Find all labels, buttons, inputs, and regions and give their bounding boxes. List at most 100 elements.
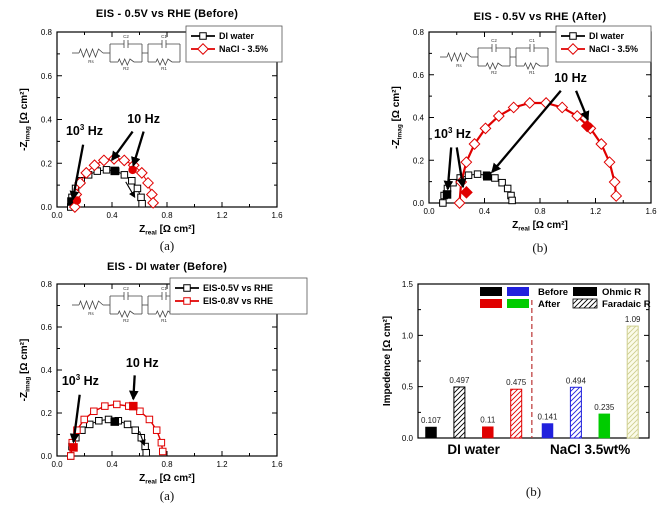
data-point-marker — [152, 426, 161, 434]
data-point-marker — [479, 122, 492, 135]
legend-label: NaCl - 3.5% — [219, 44, 268, 54]
legend-label: Ohmic R — [602, 287, 641, 298]
bar-value-label: 0.494 — [566, 376, 587, 385]
annotation-arrow — [455, 147, 467, 189]
legend-label: After — [538, 299, 560, 310]
data-point-marker — [199, 32, 207, 40]
data-series — [68, 152, 160, 213]
data-point-marker — [80, 415, 88, 424]
legend-label: Faradaic R — [602, 299, 651, 310]
circuit-label: Rs — [88, 59, 94, 64]
data-point-marker — [138, 199, 146, 208]
data-point-marker — [498, 178, 506, 187]
legend-label: DI water — [589, 31, 625, 41]
legend-swatch — [573, 287, 597, 296]
panel-caption: (a) — [159, 488, 175, 503]
data-series — [453, 97, 623, 209]
nyquist-plot-after: 0.0 0.4 0.8 1.2 1.6 0.0 0.2 0.4 0.6 0.8 Zreal [Ω c… — [391, 25, 657, 233]
data-point-marker — [101, 402, 109, 410]
annotation-text: 10 Hz — [554, 71, 587, 85]
x-tick-label: 1.2 — [590, 207, 602, 216]
data-point-marker — [137, 193, 145, 202]
data-point-marker — [464, 171, 473, 179]
data-point-marker — [85, 420, 94, 429]
data-series — [439, 170, 516, 207]
data-point-marker — [147, 196, 160, 209]
bar: 0.497 — [449, 376, 470, 439]
capacitor — [161, 40, 167, 48]
chart-title: EIS - DI water (Before) — [106, 261, 228, 273]
circuit-label: C2 — [491, 38, 497, 43]
data-point-marker — [113, 400, 121, 409]
circuit-label: C2 — [123, 34, 129, 39]
y-tick-label: 0.8 — [41, 280, 53, 289]
y-tick-label: 0.5 — [402, 383, 414, 392]
legend-box — [169, 277, 308, 315]
y-tick-label: 0.8 — [413, 28, 425, 37]
annotation-arrow — [125, 181, 136, 199]
data-point-marker — [67, 452, 75, 460]
x-tick-label: 0.8 — [534, 207, 546, 216]
y-tick-label: 0.2 — [41, 159, 53, 168]
y-axis-label: -Zimag [Ω cm²] — [19, 88, 32, 151]
annotation: 10 Hz — [126, 356, 159, 401]
parallel-resistor — [117, 310, 135, 318]
data-point-marker — [197, 43, 209, 55]
data-point-marker — [449, 178, 457, 187]
legend-label: EIS-0.8V vs RHE — [203, 296, 273, 306]
x-tick-label: 1.6 — [271, 460, 283, 469]
x-tick-label: 1.2 — [216, 460, 228, 469]
bar-rect — [482, 426, 494, 439]
data-point-marker — [142, 449, 150, 457]
annotation-arrow — [491, 90, 562, 174]
y-tick-label: 0.4 — [413, 114, 425, 123]
data-point-marker — [110, 166, 119, 176]
circuit-label: C1 — [161, 286, 167, 291]
data-point-marker — [610, 189, 623, 202]
series-line — [70, 169, 143, 208]
bar: 0.141 — [537, 413, 558, 439]
data-point-marker — [102, 166, 111, 174]
x-tick-label: 0.8 — [161, 460, 173, 469]
data-point-marker — [183, 297, 191, 305]
chart-title: EIS - 0.5V vs RHE (After) — [473, 11, 607, 23]
x-tick-label: 0.4 — [106, 460, 118, 469]
annotation-arrow — [69, 144, 85, 201]
y-tick-label: 0.8 — [41, 28, 53, 37]
y-tick-label: 0.0 — [41, 452, 53, 461]
panel-caption: (b) — [525, 484, 542, 499]
legend-swatch — [507, 299, 529, 308]
capacitor — [491, 44, 497, 52]
annotation: 10 Hz — [111, 112, 160, 167]
legend-label: NaCl - 3.5% — [589, 44, 638, 54]
legend-label: EIS-0.5V vs RHE — [203, 283, 273, 293]
x-axis-label: Zreal [Ω cm²] — [139, 224, 195, 237]
bar-value-label: 0.11 — [480, 416, 496, 425]
x-tick-label: 0.0 — [51, 460, 63, 469]
bar-hatch — [627, 326, 639, 438]
annotation: 10 Hz — [491, 71, 590, 174]
bar-hatch — [510, 389, 522, 438]
annotation-arrow — [575, 90, 590, 121]
circuit-label: R2 — [123, 66, 129, 71]
impedance-bar-chart: 0.0 0.5 1.0 1.5 Impedence [Ω cm²] 0.107 0.497 0… — [382, 280, 651, 457]
data-point-marker — [580, 119, 594, 133]
bar-hatch — [570, 387, 582, 438]
annotation-arrow — [128, 375, 139, 401]
legend-box — [555, 25, 652, 63]
circuit-label: Rs — [456, 63, 462, 68]
y-axis-label: -Zimag [Ω cm²] — [391, 86, 404, 149]
bar-value-label: 0.475 — [506, 378, 527, 387]
bar-rect — [598, 413, 611, 439]
y-tick-label: 0.0 — [413, 199, 425, 208]
legend-swatch — [480, 299, 502, 308]
data-point-marker — [88, 159, 101, 172]
data-point-marker — [603, 156, 616, 169]
data-point-marker — [118, 154, 131, 167]
data-point-marker — [567, 43, 579, 55]
panel-caption: (b) — [532, 240, 548, 255]
data-point-marker — [183, 284, 191, 292]
circuit-label: Rs — [88, 311, 94, 316]
y-tick-label: 0.2 — [41, 409, 53, 418]
data-point-marker — [110, 417, 119, 426]
